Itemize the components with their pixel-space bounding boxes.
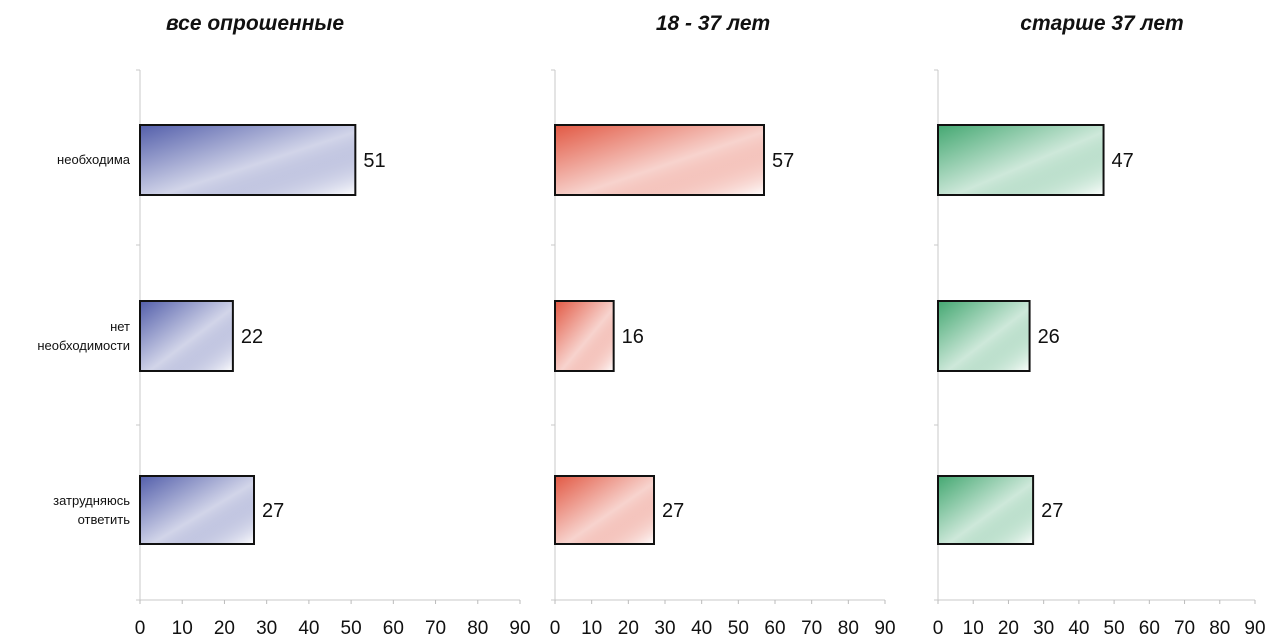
x-tick-label: 60 [383,618,404,639]
bar [938,125,1104,195]
x-tick-label: 40 [298,618,319,639]
x-tick-label: 80 [838,618,859,639]
x-tick-label: 50 [1104,618,1125,639]
x-tick-label: 90 [874,618,895,639]
bar-value-label: 27 [262,500,284,522]
bar [555,125,764,195]
x-tick-label: 40 [691,618,712,639]
bar [140,476,254,544]
x-tick-label: 0 [135,618,146,639]
x-tick-label: 40 [1068,618,1089,639]
x-tick-label: 30 [1033,618,1054,639]
x-tick-label: 80 [1209,618,1230,639]
bar [938,476,1033,544]
bar-value-label: 51 [363,150,385,172]
x-tick-label: 50 [341,618,362,639]
x-tick-label: 30 [654,618,675,639]
bar-value-label: 26 [1038,326,1060,348]
x-tick-label: 10 [963,618,984,639]
x-tick-label: 10 [172,618,193,639]
x-tick-label: 20 [618,618,639,639]
bar-value-label: 27 [1041,500,1063,522]
x-tick-label: 0 [933,618,944,639]
bar [555,301,614,371]
x-tick-label: 90 [1244,618,1265,639]
x-tick-label: 20 [998,618,1019,639]
bar-value-label: 57 [772,150,794,172]
x-tick-label: 80 [467,618,488,639]
x-tick-label: 50 [728,618,749,639]
x-tick-label: 90 [509,618,530,639]
x-tick-label: 70 [801,618,822,639]
x-tick-label: 10 [581,618,602,639]
bar-value-label: 27 [662,500,684,522]
x-tick-label: 70 [425,618,446,639]
x-tick-label: 70 [1174,618,1195,639]
x-tick-label: 60 [1139,618,1160,639]
bar-value-label: 22 [241,326,263,348]
x-tick-label: 0 [550,618,561,639]
x-tick-label: 30 [256,618,277,639]
x-tick-label: 20 [214,618,235,639]
bar [140,301,233,371]
bar [140,125,355,195]
bar [555,476,654,544]
x-tick-label: 60 [764,618,785,639]
bar [938,301,1030,371]
bar-value-label: 47 [1112,150,1134,172]
bar-value-label: 16 [622,326,644,348]
